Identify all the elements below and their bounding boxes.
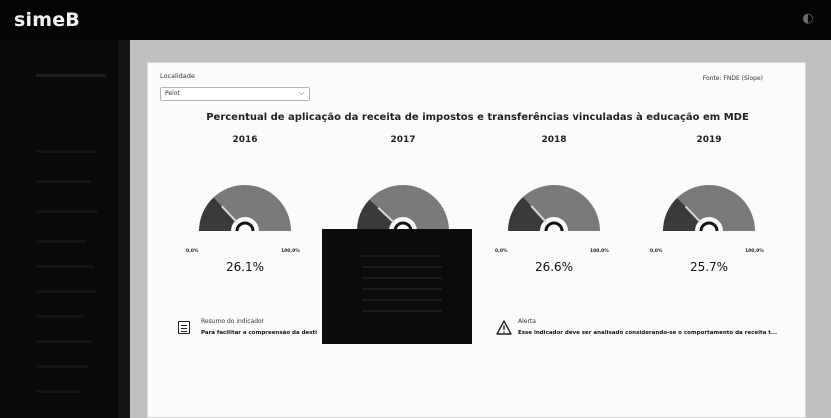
gauge-needle xyxy=(377,206,395,224)
gauge-min-label: 0,0% xyxy=(186,249,199,254)
gauge-hub xyxy=(699,221,719,232)
summary-title: Resumo do indicador xyxy=(201,318,265,325)
summary-text: Para facilitar a compreensão da desti xyxy=(201,330,318,336)
location-select[interactable]: Pelot ⌵ xyxy=(160,87,310,101)
redacted-overlay xyxy=(322,229,472,344)
gauge-max-label: 100,0% xyxy=(745,249,764,254)
sidebar-divider xyxy=(118,40,130,418)
gauge-fill xyxy=(663,197,700,231)
year-2016: 2016 xyxy=(232,135,258,145)
indicator-card: Localidade Pelot ⌵ Fonte: FNDE (Siope) P… xyxy=(147,62,806,418)
sidebar-item[interactable] xyxy=(36,390,81,393)
gauge-track xyxy=(677,185,755,231)
gauge-max-label: 100,0% xyxy=(281,249,300,254)
gauge-needle xyxy=(530,205,547,223)
sidebar-item[interactable] xyxy=(36,365,88,368)
year-2017: 2017 xyxy=(390,135,416,145)
gauge-fill xyxy=(508,196,545,231)
gauge-value: 25.7% xyxy=(689,260,729,274)
data-source: Fonte: FNDE (Siope) xyxy=(702,75,763,82)
sidebar-item[interactable] xyxy=(36,340,92,343)
gauge-svg xyxy=(199,185,291,232)
sidebar-item[interactable] xyxy=(36,210,98,213)
sidebar xyxy=(0,40,118,418)
app-logo[interactable]: simeB xyxy=(14,9,80,31)
sidebar-item[interactable] xyxy=(36,180,91,183)
warning-icon xyxy=(496,320,512,335)
gauge-value: 26.6% xyxy=(534,260,574,274)
gauge-fill xyxy=(357,199,393,231)
gauge-svg xyxy=(663,185,755,232)
alert-title: Alerta xyxy=(518,318,536,325)
gauge-min-label: 0,0% xyxy=(495,249,508,254)
alert-text: Esse indicador deve ser analisado consid… xyxy=(518,330,778,336)
gauge-2019 xyxy=(659,181,759,235)
top-bar: simeB ◐ xyxy=(0,0,831,40)
sidebar-item[interactable] xyxy=(36,240,86,243)
location-select-value: Pelot xyxy=(165,90,180,97)
sidebar-item[interactable] xyxy=(36,315,84,318)
gauge-max-label: 100,0% xyxy=(590,249,609,254)
sidebar-item[interactable] xyxy=(36,290,96,293)
sidebar-item[interactable] xyxy=(36,265,94,268)
gauge-track xyxy=(369,185,449,231)
sidebar-item[interactable] xyxy=(36,150,96,153)
gauge-2018 xyxy=(504,181,604,235)
gauge-svg xyxy=(508,185,600,232)
gauge-value: 26.1% xyxy=(225,260,265,274)
gauge-2016 xyxy=(195,181,295,235)
document-icon xyxy=(178,321,190,334)
redacted-text-lines xyxy=(362,255,442,321)
chart-title: Percentual de aplicação da receita de im… xyxy=(206,112,749,123)
gauge-hub xyxy=(544,221,564,232)
year-2018: 2018 xyxy=(541,135,567,145)
gauge-hub xyxy=(235,221,255,232)
gauge-track xyxy=(523,185,600,231)
gauge-needle xyxy=(684,205,702,224)
gauge-2017 xyxy=(353,181,453,235)
gauge-hub xyxy=(393,221,413,232)
half-moon-icon[interactable]: ◐ xyxy=(802,11,814,26)
gauge-min-label: 0,0% xyxy=(650,249,663,254)
year-2019: 2019 xyxy=(696,135,722,145)
main-content: Localidade Pelot ⌵ Fonte: FNDE (Siope) P… xyxy=(130,40,831,418)
location-label: Localidade xyxy=(160,72,195,80)
sidebar-heading xyxy=(36,74,106,77)
gauge-needle xyxy=(221,205,238,223)
gauge-svg xyxy=(357,185,449,232)
gauge-fill xyxy=(199,197,236,231)
gauge-track xyxy=(213,185,291,231)
chevron-down-icon[interactable]: ⌵ xyxy=(298,89,304,97)
